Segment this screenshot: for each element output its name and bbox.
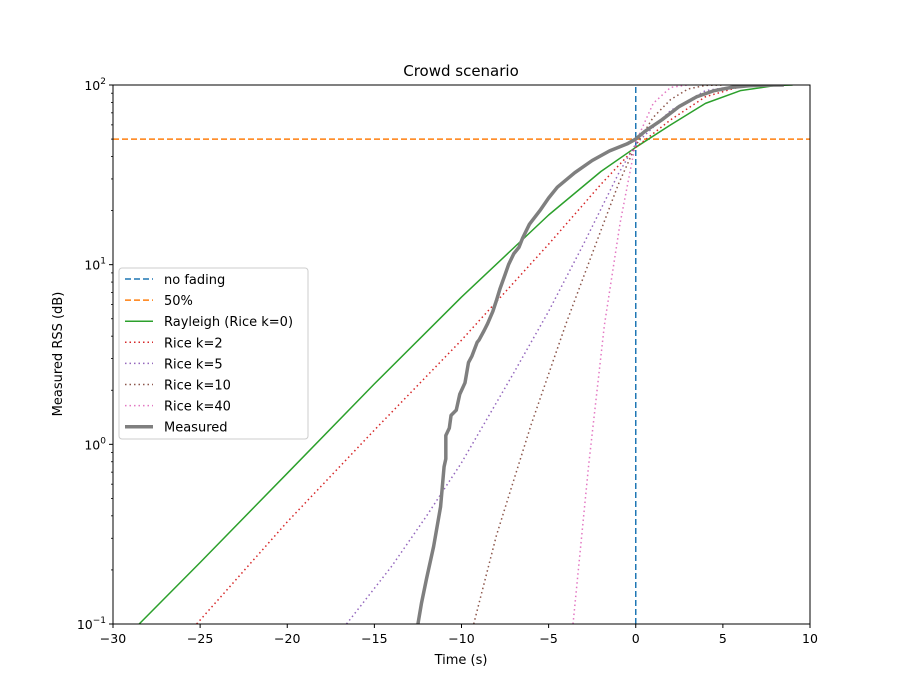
x-tick-label: −25 xyxy=(187,631,213,646)
x-tick-label: 5 xyxy=(719,631,727,646)
legend-label: Rice k=10 xyxy=(164,379,231,394)
series-layer xyxy=(113,85,810,624)
x-tick-label: −5 xyxy=(539,631,557,646)
legend: no fading 50% Rayleigh (Rice k=0) Rice k=2 R… xyxy=(118,267,309,440)
x-axis-ticks: −30 −25 −20 −15 −10 −5 0 5 10 xyxy=(100,624,818,646)
series-line-2 xyxy=(138,85,793,624)
x-tick-label: −15 xyxy=(361,631,387,646)
y-tick-label: 10−1 xyxy=(77,616,106,632)
legend-label: 50% xyxy=(164,294,193,309)
legend-label: Rice k=40 xyxy=(164,400,231,415)
y-tick-label: 100 xyxy=(84,436,106,452)
x-tick-label: −20 xyxy=(274,631,300,646)
x-tick-label: −30 xyxy=(100,631,126,646)
series-line-7 xyxy=(416,85,784,624)
legend-label: Rice k=2 xyxy=(164,336,223,351)
legend-box xyxy=(118,267,309,440)
legend-label: Rayleigh (Rice k=0) xyxy=(164,315,293,330)
legend-label: Rice k=5 xyxy=(164,357,223,372)
series-line-3 xyxy=(196,85,776,624)
x-tick-label: −10 xyxy=(448,631,474,646)
x-tick-label: 10 xyxy=(802,631,818,646)
x-axis-label: Time (s) xyxy=(434,653,488,668)
legend-label: Measured xyxy=(164,421,228,436)
chart-title: Crowd scenario xyxy=(403,62,519,80)
legend-label: no fading xyxy=(164,273,225,288)
x-tick-label: 0 xyxy=(632,631,640,646)
y-axis-ticks: 102 101 100 10−1 xyxy=(77,77,113,632)
y-axis-label: Measured RSS (dB) xyxy=(51,292,66,417)
y-tick-label: 101 xyxy=(84,257,106,273)
y-tick-label: 102 xyxy=(84,77,106,93)
